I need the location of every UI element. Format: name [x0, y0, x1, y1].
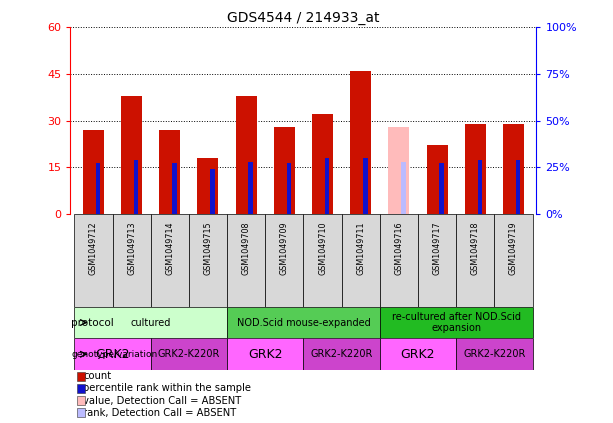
- Text: GSM1049718: GSM1049718: [471, 221, 480, 275]
- Bar: [121, 96, 142, 214]
- Text: GSM1049716: GSM1049716: [394, 221, 403, 275]
- Bar: [74, 338, 151, 370]
- Bar: [248, 162, 253, 214]
- Bar: [227, 338, 303, 370]
- Text: count: count: [83, 371, 112, 381]
- Bar: [189, 214, 227, 307]
- Text: GSM1049717: GSM1049717: [433, 221, 441, 275]
- Text: rank, Detection Call = ABSENT: rank, Detection Call = ABSENT: [83, 408, 237, 418]
- Text: GRK2: GRK2: [401, 348, 435, 361]
- Bar: [172, 163, 177, 214]
- Bar: [456, 214, 494, 307]
- Bar: [113, 214, 151, 307]
- Bar: [363, 158, 368, 214]
- Bar: [227, 307, 380, 338]
- Text: percentile rank within the sample: percentile rank within the sample: [83, 383, 251, 393]
- Text: NOD.Scid mouse-expanded: NOD.Scid mouse-expanded: [237, 318, 370, 327]
- Text: GSM1049714: GSM1049714: [166, 221, 174, 275]
- Text: GSM1049709: GSM1049709: [280, 221, 289, 275]
- Bar: [265, 214, 303, 307]
- Bar: [503, 124, 524, 214]
- Text: GSM1049715: GSM1049715: [204, 221, 213, 275]
- Bar: [465, 124, 485, 214]
- Bar: [380, 338, 456, 370]
- Text: re-cultured after NOD.Scid
expansion: re-cultured after NOD.Scid expansion: [392, 312, 520, 333]
- Text: protocol: protocol: [71, 318, 114, 327]
- Bar: [235, 96, 257, 214]
- Bar: [325, 158, 329, 214]
- Bar: [134, 159, 139, 214]
- Text: GRK2: GRK2: [95, 348, 130, 361]
- Bar: [74, 307, 227, 338]
- Bar: [197, 158, 218, 214]
- Bar: [478, 159, 482, 214]
- Bar: [380, 307, 533, 338]
- Bar: [151, 338, 227, 370]
- Bar: [303, 338, 380, 370]
- Bar: [418, 214, 456, 307]
- Bar: [74, 214, 113, 307]
- Bar: [151, 214, 189, 307]
- Bar: [341, 214, 380, 307]
- Text: genotype/variation: genotype/variation: [71, 350, 158, 359]
- Bar: [227, 214, 265, 307]
- Text: GRK2-K220R: GRK2-K220R: [158, 349, 220, 359]
- Text: GSM1049719: GSM1049719: [509, 221, 518, 275]
- Bar: [350, 71, 371, 214]
- Bar: [494, 214, 533, 307]
- Text: GSM1049708: GSM1049708: [242, 221, 251, 275]
- Bar: [312, 114, 333, 214]
- Bar: [380, 214, 418, 307]
- Bar: [159, 130, 180, 214]
- Bar: [210, 169, 215, 214]
- Bar: [401, 162, 406, 214]
- Bar: [456, 338, 533, 370]
- Text: GSM1049712: GSM1049712: [89, 221, 98, 275]
- Bar: [440, 163, 444, 214]
- Bar: [427, 146, 447, 214]
- Bar: [287, 163, 291, 214]
- Text: value, Detection Call = ABSENT: value, Detection Call = ABSENT: [83, 396, 242, 406]
- Text: GRK2-K220R: GRK2-K220R: [310, 349, 373, 359]
- Text: GRK2-K220R: GRK2-K220R: [463, 349, 525, 359]
- Text: cultured: cultured: [131, 318, 171, 327]
- Text: GSM1049713: GSM1049713: [127, 221, 136, 275]
- Bar: [389, 127, 409, 214]
- Bar: [303, 214, 341, 307]
- Bar: [83, 130, 104, 214]
- Bar: [516, 159, 520, 214]
- Bar: [96, 163, 101, 214]
- Text: GRK2: GRK2: [248, 348, 283, 361]
- Bar: [274, 127, 295, 214]
- Title: GDS4544 / 214933_at: GDS4544 / 214933_at: [227, 11, 379, 25]
- Text: GSM1049710: GSM1049710: [318, 221, 327, 275]
- Text: GSM1049711: GSM1049711: [356, 221, 365, 275]
